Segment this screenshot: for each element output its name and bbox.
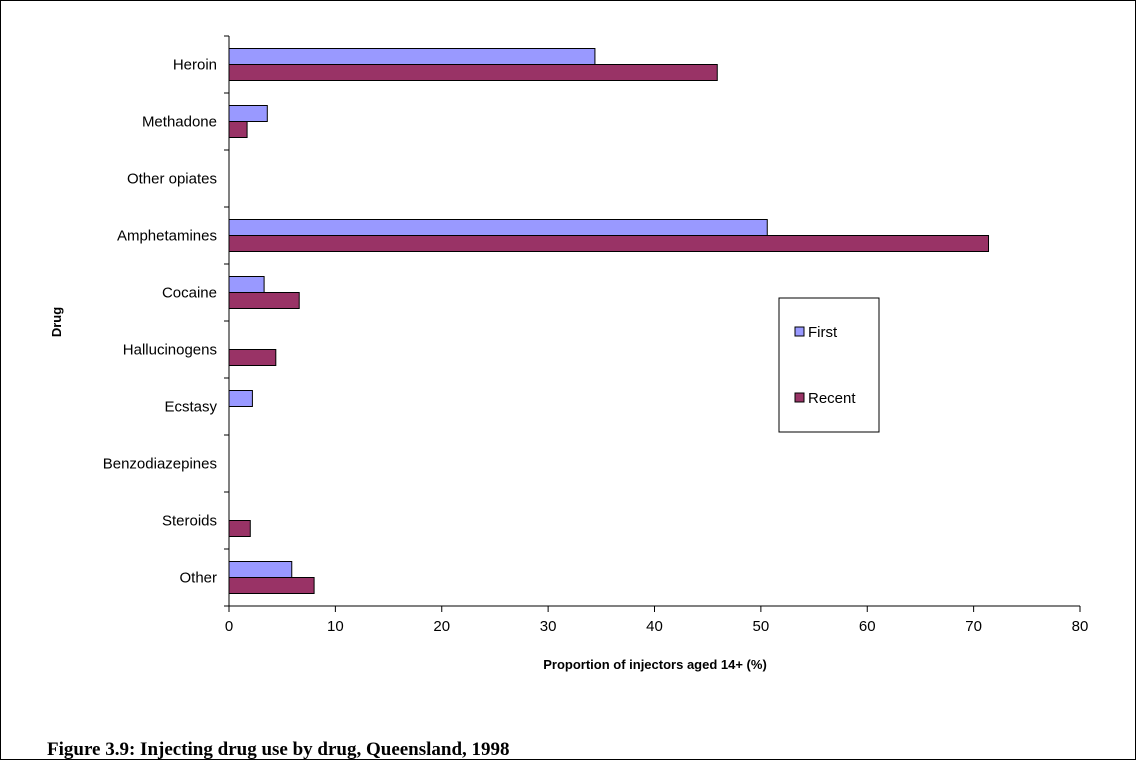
bar-first-ecstasy bbox=[228, 390, 253, 407]
x-tick-label-60: 60 bbox=[859, 618, 876, 635]
bar-recent-hallucinogens bbox=[228, 349, 277, 366]
bar-recent-steroids bbox=[228, 520, 251, 537]
x-tick-label-50: 50 bbox=[753, 618, 770, 635]
category-label-benzodiazepines: Benzodiazepines bbox=[103, 456, 217, 473]
x-tick-label-0: 0 bbox=[225, 618, 233, 635]
category-label-steroids: Steroids bbox=[162, 513, 217, 530]
category-label-amphetamines: Amphetamines bbox=[117, 228, 217, 245]
category-label-other-opiates: Other opiates bbox=[127, 171, 217, 188]
legend-label-recent: Recent bbox=[808, 390, 856, 407]
x-tick-label-40: 40 bbox=[646, 618, 663, 635]
category-label-cocaine: Cocaine bbox=[162, 285, 217, 302]
bar-first-other bbox=[228, 561, 293, 578]
bar-recent-heroin bbox=[228, 64, 718, 81]
legend-swatch-recent bbox=[794, 392, 805, 403]
x-tick-label-70: 70 bbox=[965, 618, 982, 635]
category-label-heroin: Heroin bbox=[173, 57, 217, 74]
bar-recent-cocaine bbox=[228, 292, 300, 309]
legend: First Recent bbox=[778, 297, 880, 433]
legend-swatch-first bbox=[794, 326, 805, 337]
figure-caption: Figure 3.9: Injecting drug use by drug, … bbox=[47, 739, 510, 760]
plot-area: Heroin Methadone Other opiates Amphetamines… bbox=[103, 35, 1089, 635]
category-label-other: Other bbox=[179, 570, 217, 587]
x-tick-label-30: 30 bbox=[540, 618, 557, 635]
y-axis-title: Drug bbox=[49, 307, 64, 337]
legend-box bbox=[778, 297, 880, 433]
bar-first-methadone bbox=[228, 105, 268, 122]
bar-recent-methadone bbox=[228, 121, 248, 138]
category-label-methadone: Methadone bbox=[142, 114, 217, 131]
bar-recent-amphetamines bbox=[228, 235, 990, 252]
x-axis-title: Proportion of injectors aged 14+ (%) bbox=[543, 657, 767, 672]
category-label-ecstasy: Ecstasy bbox=[164, 399, 217, 416]
bar-recent-other bbox=[228, 577, 315, 594]
bar-first-cocaine bbox=[228, 276, 265, 293]
x-tick-label-80: 80 bbox=[1072, 618, 1089, 635]
category-label-hallucinogens: Hallucinogens bbox=[123, 342, 217, 359]
x-tick-label-10: 10 bbox=[327, 618, 344, 635]
x-tick-label-20: 20 bbox=[433, 618, 450, 635]
bar-first-heroin bbox=[228, 48, 596, 65]
bar-first-amphetamines bbox=[228, 219, 768, 236]
legend-label-first: First bbox=[808, 324, 838, 341]
